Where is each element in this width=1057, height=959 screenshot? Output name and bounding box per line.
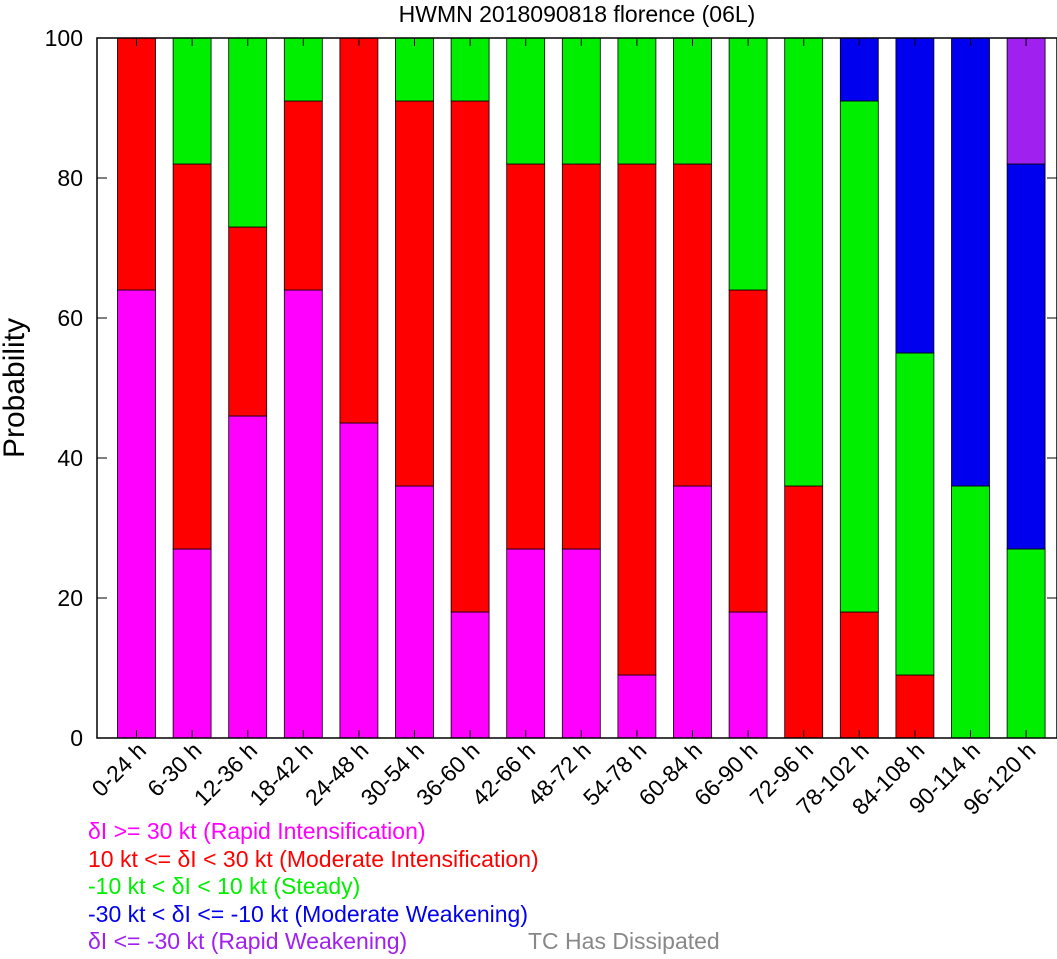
legend-item-rapid-weakening: δI <= -30 kt (Rapid Weakening)	[88, 928, 408, 954]
y-ticks-group: 0 20 40 60 80 100	[45, 25, 1057, 751]
bar-ri-6	[450, 611, 490, 739]
bar-st-3	[283, 37, 323, 102]
bar-ri-7	[506, 548, 546, 739]
y-tick-label-5: 100	[45, 25, 83, 51]
chart: HWMN 2018090818 florence (06L) Probabili…	[0, 1, 1057, 820]
bar-st-15	[951, 485, 990, 739]
bar-mw-14	[895, 37, 935, 354]
bar-st-14	[895, 352, 935, 676]
bars-group	[117, 37, 1046, 739]
bar-mi-14	[895, 674, 935, 739]
bar-st-9	[617, 37, 657, 165]
legend-item-steady: -10 kt < δI < 10 kt (Steady)	[88, 873, 361, 899]
bar-st-7	[506, 37, 546, 165]
bar-st-10	[673, 37, 712, 165]
bar-ri-0	[117, 289, 156, 739]
bar-mi-3	[283, 100, 323, 291]
bar-st-12	[784, 37, 824, 487]
legend-item-rapid-intensification: δI >= 30 kt (Rapid Intensification)	[88, 818, 426, 844]
bar-ri-2	[228, 415, 268, 739]
bar-st-5	[395, 37, 434, 102]
legend-item-dissipated: TC Has Dissipated	[528, 928, 720, 954]
bar-mi-9	[617, 163, 657, 676]
bar-st-6	[450, 37, 490, 102]
chart-title: HWMN 2018090818 florence (06L)	[399, 1, 756, 27]
bar-mi-10	[673, 163, 712, 487]
bar-rw-16	[1006, 37, 1046, 165]
bar-mw-13	[839, 37, 879, 102]
bar-mi-12	[784, 485, 824, 739]
bar-st-8	[561, 37, 601, 165]
bar-ri-3	[283, 289, 323, 739]
bar-ri-10	[673, 485, 712, 739]
bar-mi-7	[506, 163, 546, 550]
x-tick-label-0: 0-24 h	[87, 737, 152, 802]
bar-ri-4	[339, 422, 379, 739]
bar-mw-16	[1006, 163, 1046, 550]
bar-mw-15	[951, 37, 990, 487]
bar-ri-5	[395, 485, 434, 739]
legend-item-moderate-weakening: -30 kt < δI <= -10 kt (Moderate Weakenin…	[88, 900, 529, 927]
bar-st-1	[172, 37, 212, 165]
legend: δI >= 30 kt (Rapid Intensification) 10 k…	[88, 818, 539, 956]
y-tick-label-4: 80	[57, 165, 83, 191]
legend-item-moderate-intensification: 10 kt <= δI < 30 kt (Moderate Intensific…	[88, 845, 539, 872]
bar-ri-1	[172, 548, 212, 739]
bar-mi-11	[728, 289, 768, 613]
bar-ri-9	[617, 674, 657, 739]
y-tick-label-2: 40	[57, 445, 83, 471]
bar-mi-8	[561, 163, 601, 550]
bar-mi-0	[117, 37, 156, 291]
y-tick-label-3: 60	[57, 305, 83, 331]
y-tick-label-0: 0	[70, 725, 83, 751]
bar-mi-2	[228, 226, 268, 417]
bar-st-11	[728, 37, 768, 291]
bar-ri-11	[728, 611, 768, 739]
bar-mi-4	[339, 37, 379, 424]
bar-mi-13	[839, 611, 879, 739]
bar-mi-5	[395, 100, 434, 487]
bar-ri-8	[561, 548, 601, 739]
bar-st-2	[228, 37, 268, 228]
plot-frame	[96, 37, 1057, 739]
y-axis-label: Probability	[0, 318, 31, 458]
bar-st-13	[839, 100, 879, 613]
bar-st-16	[1006, 548, 1046, 739]
bar-mi-1	[172, 163, 212, 550]
y-tick-label-1: 20	[57, 585, 83, 611]
bar-mi-6	[450, 100, 490, 613]
